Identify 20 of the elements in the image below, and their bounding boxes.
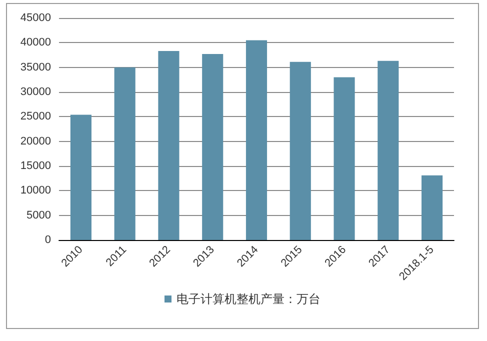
bar — [246, 40, 268, 240]
y-tick-label: 40000 — [20, 36, 51, 49]
legend-label: 电子计算机整机产量：万台 — [176, 292, 320, 306]
y-tick-label: 35000 — [20, 61, 51, 74]
y-tick-label: 30000 — [20, 86, 51, 98]
y-tick-label: 25000 — [20, 110, 51, 123]
bar — [422, 175, 443, 240]
bar — [114, 67, 136, 240]
y-tick-label: 10000 — [20, 184, 51, 197]
bar — [290, 62, 311, 240]
y-tick-label: 15000 — [20, 160, 51, 172]
bar — [202, 54, 224, 240]
bar — [70, 114, 92, 240]
y-tick-label: 20000 — [20, 135, 51, 148]
y-tick-label: 5000 — [26, 209, 51, 222]
bar — [334, 77, 355, 240]
y-tick-label: 0 — [44, 234, 51, 246]
y-tick-label: 45000 — [20, 12, 51, 24]
bar — [158, 51, 180, 240]
bar — [378, 60, 399, 240]
